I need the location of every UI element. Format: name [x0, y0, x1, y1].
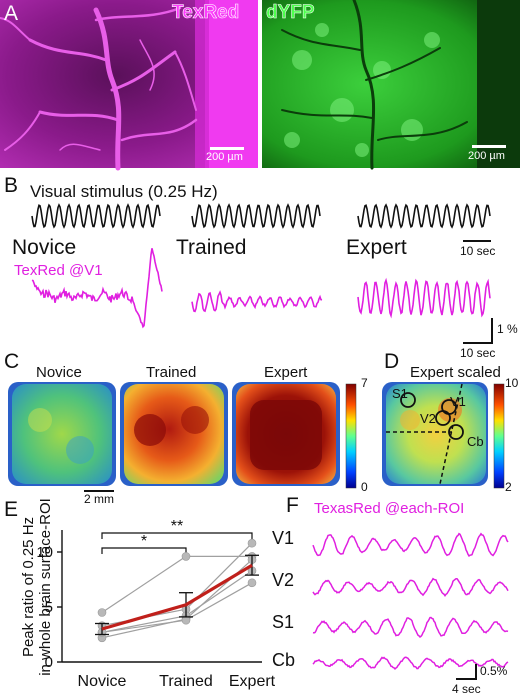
e-sig-bracket-0: [101, 547, 187, 554]
panel-b-stimulus-traces: [31, 203, 491, 229]
panel-d-roi-v2: V2: [420, 411, 436, 426]
panel-c-title-trained: Trained: [146, 364, 197, 381]
e-xtick-label-1: Trained: [159, 673, 213, 690]
panel-c-maps: [8, 382, 357, 489]
panel-f-title: TexasRed @each-ROI: [314, 500, 465, 517]
panel-c-label: C: [4, 350, 20, 373]
e-individual-point-1-2: [247, 538, 257, 548]
e-sig-label-0: *: [141, 533, 147, 550]
panel-d-label: D: [384, 350, 400, 373]
panel-b-time-scalebar-2: [463, 342, 493, 344]
panel-c-scale-label: 2 mm: [84, 492, 114, 506]
stimulus-trace-1: [191, 203, 321, 229]
panel-a-right-scalebar: [472, 145, 506, 148]
panel-d-map: [382, 382, 505, 489]
panel-d-colorbar-max: 10: [505, 376, 519, 390]
stimulus-trace-0: [31, 203, 161, 229]
panel-a-left-scalebar: [210, 147, 244, 150]
panel-f-traces: [312, 532, 509, 670]
panel-d-roi-v1: V1: [450, 394, 466, 409]
response-trace-novice: [31, 248, 163, 329]
panel-a-texred-image: [0, 0, 258, 171]
panel-a-left-scale-label: 200 µm: [206, 151, 243, 163]
panel-d-roi-s1: S1: [392, 386, 408, 401]
panel-f-amp-scalebar: [475, 664, 477, 680]
panel-c-scalebar: [84, 490, 114, 492]
panel-f-label: F: [286, 494, 299, 517]
e-individual-point-0-1: [181, 552, 191, 561]
panel-f-amp-scale: 0.5%: [480, 664, 508, 678]
e-individual-line-1: [101, 542, 253, 627]
panel-f-row-v1: V1: [272, 528, 295, 548]
e-individual-point-4-2: [247, 578, 257, 588]
e-individual-line-3: [101, 559, 253, 639]
panel-f-time-scale: 4 sec: [452, 682, 481, 696]
panel-b-trace-label: TexRed @V1: [14, 262, 103, 279]
e-sig-label-1: **: [171, 518, 183, 535]
f-trace-3: [312, 656, 509, 670]
panel-f-time-scalebar: [456, 678, 477, 680]
e-individual-line-0: [101, 555, 252, 613]
e-individual-point-0-0: [97, 608, 107, 617]
panel-f-row-cb: Cb: [272, 650, 296, 670]
e-xtick-label-0: Novice: [78, 673, 127, 690]
e-ytick-label-1: 5: [45, 599, 53, 616]
e-mean-line: [101, 563, 253, 631]
panel-f-row-s1: S1: [272, 612, 295, 632]
response-trace-trained: [191, 290, 323, 313]
response-trace-expert: [357, 277, 491, 319]
panel-b-label: B: [4, 174, 19, 197]
panel-a-right-scale-label: 200 µm: [468, 150, 505, 162]
panel-a-dyfp-image: [262, 0, 520, 170]
panel-f-row-v2: V2: [272, 570, 295, 590]
panel-c-title-expert: Expert: [264, 364, 308, 381]
panel-d-colorbar-min: 2: [505, 480, 512, 494]
panel-c-colorbar-max: 7: [361, 376, 368, 390]
panel-b-amp-scale: 1 %: [497, 322, 518, 336]
panel-b-group-expert: Expert: [346, 236, 407, 259]
panel-c-title-novice: Novice: [36, 364, 82, 381]
f-trace-2: [312, 616, 509, 639]
panel-c-colorbar-min: 0: [361, 480, 368, 494]
panel-e-label: E: [4, 498, 19, 521]
e-xtick-label-2: Expert: [229, 673, 276, 690]
panel-a-dyfp-label: dYFP: [266, 2, 315, 24]
e-ytick-label-2: 10: [36, 544, 53, 561]
e-ytick-label-0: 0: [45, 654, 53, 671]
panel-d-title: Expert scaled: [410, 364, 501, 381]
panel-b-group-novice: Novice: [12, 236, 77, 259]
e-sig-bracket-1: [101, 532, 253, 539]
panel-b-time-scale-1: 10 sec: [460, 244, 496, 258]
f-trace-1: [312, 577, 509, 598]
stimulus-trace-2: [357, 203, 491, 229]
panel-a-label: A: [4, 2, 19, 25]
f-trace-0: [312, 532, 509, 557]
panel-b-time-scalebar-1: [463, 240, 491, 242]
panel-b-stimulus-label: Visual stimulus (0.25 Hz): [30, 182, 218, 201]
panel-a-texred-label: TexRed: [172, 2, 240, 24]
panel-b-response-traces: [31, 248, 491, 329]
panel-b-time-scale-2: 10 sec: [460, 346, 496, 360]
panel-d-roi-cb: Cb: [467, 434, 484, 449]
panel-b-amp-scalebar: [491, 318, 493, 344]
panel-b-group-trained: Trained: [176, 236, 247, 259]
